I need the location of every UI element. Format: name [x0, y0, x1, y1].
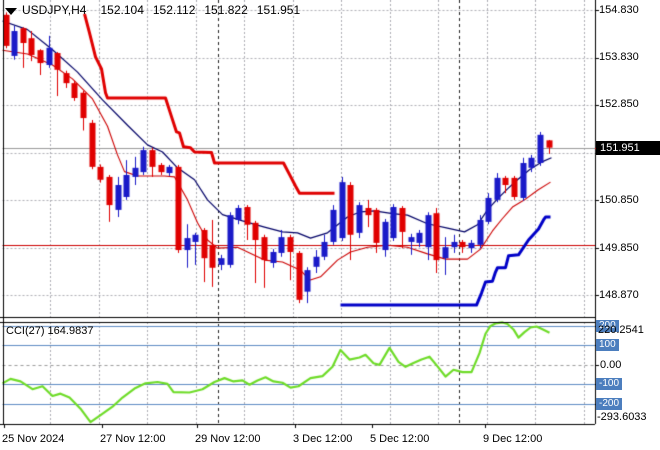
cci-zero-label: 0.00 [600, 358, 622, 371]
price-axis-label: 152.850 [599, 98, 639, 111]
chart-header: USDJPY,H4 152.104 152.112 151.822 151.95… [5, 3, 309, 17]
price-axis-label: 150.850 [599, 193, 639, 206]
quote-open: 152.104 [100, 3, 144, 17]
price-axis-label: 148.870 [599, 288, 639, 301]
time-axis-label: 5 Dec 12:00 [370, 433, 430, 445]
symbol-period-label: USDJPY,H4 [22, 3, 87, 17]
current-price-badge: 151.951 [596, 140, 660, 155]
time-axis-label: 29 Nov 12:00 [195, 433, 261, 445]
quote-low: 151.822 [204, 3, 248, 17]
cci-level-badge: -200 [596, 397, 623, 410]
quote-high: 152.112 [152, 3, 196, 17]
symbol-marker-icon [5, 7, 17, 15]
time-axis-label: 27 Nov 12:00 [100, 433, 166, 445]
cci-level-badge: 100 [596, 339, 619, 352]
price-axis-label: 153.830 [599, 51, 639, 64]
time-axis-label: 9 Dec 12:00 [483, 433, 543, 445]
cci-level-badge: 200 [596, 319, 619, 332]
time-axis-label: 3 Dec 12:00 [293, 433, 353, 445]
cci-level-badge: -100 [596, 378, 623, 391]
indicator-label: CCI(27) 164.9837 [6, 325, 94, 337]
cci-max-label: 220.2541 [598, 324, 644, 336]
price-axis-label: 149.850 [599, 241, 639, 254]
time-axis-label: 25 Nov 2024 [2, 433, 65, 445]
quote-close: 151.951 [256, 3, 301, 17]
cci-min-label: -293.6033 [597, 411, 647, 423]
price-axis-label: 154.830 [599, 3, 639, 16]
